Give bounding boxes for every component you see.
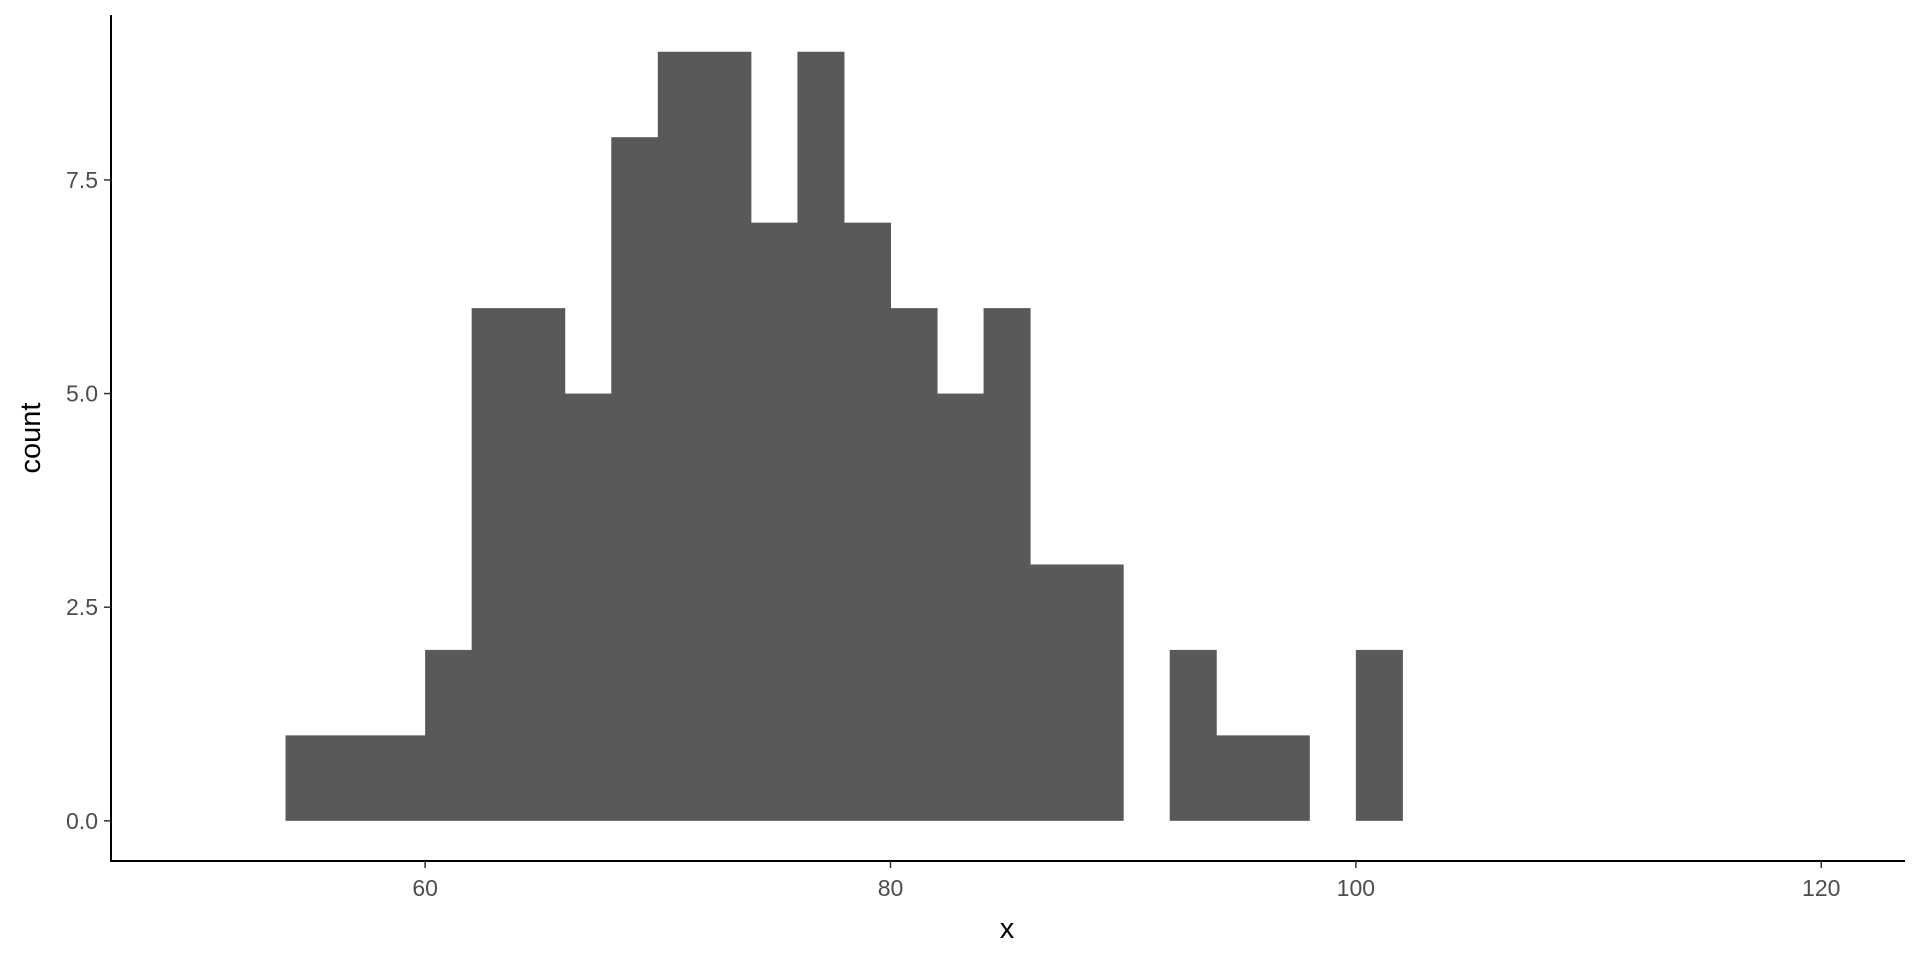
ticks-group: 60 80 100 120 0.0 2.5 5.0 7.5 bbox=[66, 167, 1840, 901]
histogram-bar bbox=[704, 51, 752, 821]
histogram-bar bbox=[1169, 649, 1217, 821]
histogram-bar bbox=[983, 308, 1031, 821]
histogram-bar bbox=[518, 308, 566, 821]
bars-group bbox=[285, 51, 1403, 821]
histogram-bar bbox=[378, 735, 426, 821]
x-tick-label: 100 bbox=[1337, 875, 1375, 901]
histogram-bar bbox=[564, 393, 612, 821]
histogram-bar bbox=[285, 735, 333, 821]
histogram-bar bbox=[843, 222, 891, 821]
histogram-bar bbox=[425, 649, 473, 821]
histogram-bar bbox=[1030, 564, 1078, 821]
y-tick-label: 7.5 bbox=[66, 167, 98, 193]
y-tick-label: 2.5 bbox=[66, 594, 98, 620]
histogram-bar bbox=[332, 735, 380, 821]
x-axis-title: x bbox=[1000, 913, 1015, 945]
histogram-bar bbox=[937, 393, 985, 821]
histogram-bar bbox=[890, 308, 938, 821]
histogram-bar bbox=[471, 308, 519, 821]
histogram-bar bbox=[1076, 564, 1124, 821]
histogram-bar bbox=[1355, 649, 1403, 821]
x-tick-label: 60 bbox=[412, 875, 438, 901]
histogram-bar bbox=[797, 51, 845, 821]
histogram-bar bbox=[1262, 735, 1310, 821]
y-tick-label: 0.0 bbox=[66, 808, 98, 834]
histogram-bar bbox=[750, 222, 798, 821]
y-axis-title: count bbox=[15, 403, 47, 474]
x-tick-label: 120 bbox=[1802, 875, 1840, 901]
histogram-bar bbox=[1216, 735, 1264, 821]
histogram-bar bbox=[657, 51, 705, 821]
y-tick-label: 5.0 bbox=[66, 381, 98, 407]
x-tick-label: 80 bbox=[878, 875, 904, 901]
histogram-bar bbox=[611, 137, 659, 821]
